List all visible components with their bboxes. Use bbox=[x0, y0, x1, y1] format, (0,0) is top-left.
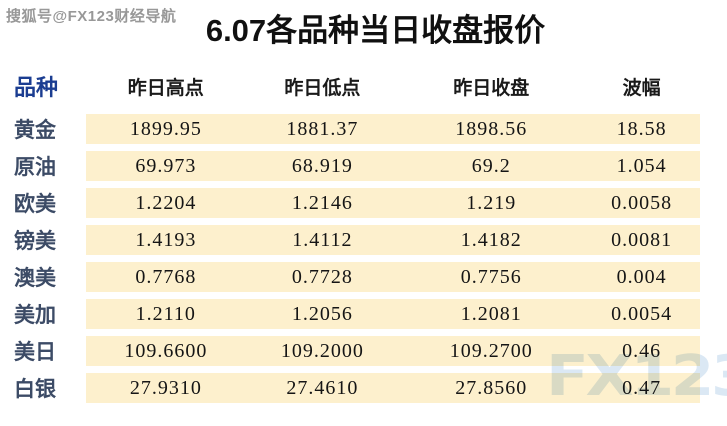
value-close: 0.7756 bbox=[460, 265, 522, 288]
value-high: 1.2110 bbox=[135, 302, 196, 325]
header-product: 品种 bbox=[14, 75, 59, 100]
table-row: 黄金 1899.95 1881.37 1898.56 18.58 bbox=[0, 114, 727, 144]
table-row: 镑美 1.4193 1.4112 1.4182 0.0081 bbox=[0, 225, 727, 255]
page-title: 6.07各品种当日收盘报价 bbox=[205, 13, 546, 48]
header-range: 波幅 bbox=[622, 77, 661, 99]
value-high: 69.973 bbox=[135, 154, 197, 177]
table-header: 品种 昨日高点 昨日低点 昨日收盘 波幅 bbox=[0, 71, 727, 101]
product-name: 美日 bbox=[14, 341, 56, 364]
value-close: 1.219 bbox=[466, 191, 517, 214]
row-band: 69.973 68.919 69.2 1.054 bbox=[86, 151, 700, 181]
value-range: 1.054 bbox=[616, 154, 667, 177]
table-row: 美日 109.6600 109.2000 109.2700 0.46 bbox=[0, 336, 727, 366]
row-band: 0.7768 0.7728 0.7756 0.004 bbox=[86, 262, 700, 292]
value-range: 18.58 bbox=[616, 117, 667, 140]
row-band: 27.9310 27.4610 27.8560 0.47 bbox=[86, 373, 700, 403]
value-low: 109.2000 bbox=[280, 339, 364, 362]
value-high: 1899.95 bbox=[129, 117, 202, 140]
row-band: 1.2110 1.2056 1.2081 0.0054 bbox=[86, 299, 700, 329]
value-range: 0.004 bbox=[616, 265, 667, 288]
sohu-watermark: 搜狐号@FX123财经导航 bbox=[6, 8, 177, 25]
product-name: 欧美 bbox=[14, 193, 56, 216]
value-low: 0.7728 bbox=[291, 265, 353, 288]
value-low: 27.4610 bbox=[286, 376, 359, 399]
value-close: 109.2700 bbox=[449, 339, 533, 362]
table-row: 美加 1.2110 1.2056 1.2081 0.0054 bbox=[0, 299, 727, 329]
table-row: 澳美 0.7768 0.7728 0.7756 0.004 bbox=[0, 262, 727, 292]
value-high: 1.2204 bbox=[135, 191, 197, 214]
value-low: 1.2146 bbox=[291, 191, 353, 214]
value-high: 0.7768 bbox=[135, 265, 197, 288]
header-low: 昨日低点 bbox=[284, 77, 361, 99]
value-high: 109.6600 bbox=[124, 339, 208, 362]
value-close: 27.8560 bbox=[455, 376, 528, 399]
row-band: 1.4193 1.4112 1.4182 0.0081 bbox=[86, 225, 700, 255]
product-name: 美加 bbox=[14, 304, 56, 327]
price-table: 品种 昨日高点 昨日低点 昨日收盘 波幅 黄金 1899.95 1881.37 189… bbox=[0, 71, 727, 403]
table-row: 原油 69.973 68.919 69.2 1.054 bbox=[0, 151, 727, 181]
value-low: 1.4112 bbox=[292, 228, 353, 251]
table-row: 白银 27.9310 27.4610 27.8560 0.47 bbox=[0, 373, 727, 403]
product-name: 黄金 bbox=[14, 119, 56, 142]
header-close: 昨日收盘 bbox=[453, 77, 530, 99]
value-low: 68.919 bbox=[291, 154, 353, 177]
value-close: 69.2 bbox=[471, 154, 511, 177]
value-range: 0.0058 bbox=[611, 191, 673, 214]
value-close: 1.2081 bbox=[460, 302, 522, 325]
product-name: 白银 bbox=[14, 378, 56, 401]
value-low: 1881.37 bbox=[286, 117, 359, 140]
row-band: 1.2204 1.2146 1.219 0.0058 bbox=[86, 188, 700, 218]
value-high: 1.4193 bbox=[135, 228, 197, 251]
value-range: 0.0081 bbox=[611, 228, 673, 251]
value-range: 0.47 bbox=[622, 376, 662, 399]
product-name: 镑美 bbox=[14, 230, 56, 253]
product-name: 澳美 bbox=[14, 267, 56, 290]
value-range: 0.46 bbox=[622, 339, 662, 362]
value-range: 0.0054 bbox=[611, 302, 673, 325]
value-high: 27.9310 bbox=[129, 376, 202, 399]
value-close: 1.4182 bbox=[460, 228, 522, 251]
value-low: 1.2056 bbox=[291, 302, 353, 325]
value-close: 1898.56 bbox=[455, 117, 528, 140]
row-band: 1899.95 1881.37 1898.56 18.58 bbox=[86, 114, 700, 144]
row-band: 109.6600 109.2000 109.2700 0.46 bbox=[86, 336, 700, 366]
header-band: 昨日高点 昨日低点 昨日收盘 波幅 bbox=[86, 71, 700, 101]
product-name: 原油 bbox=[14, 156, 56, 179]
table-body: 黄金 1899.95 1881.37 1898.56 18.58 原油 69.973 68.9… bbox=[0, 114, 727, 403]
header-high: 昨日高点 bbox=[127, 77, 204, 99]
table-row: 欧美 1.2204 1.2146 1.219 0.0058 bbox=[0, 188, 727, 218]
